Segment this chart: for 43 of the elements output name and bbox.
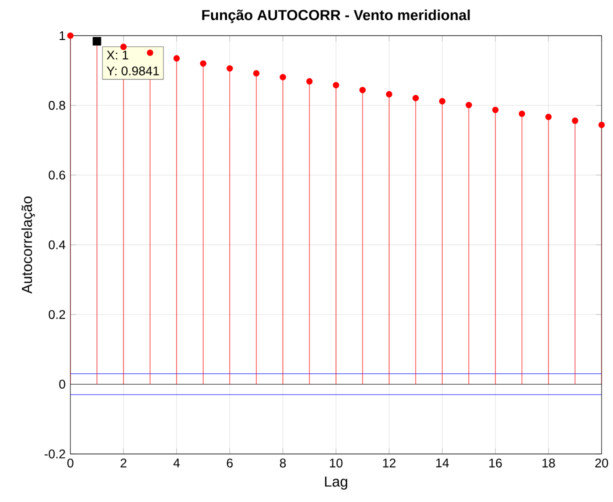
point	[598, 122, 605, 128]
x-tick-label: 8	[280, 458, 286, 468]
y-tick-label: 1	[60, 32, 66, 40]
y-tick-label: 0.8	[48, 101, 66, 110]
annotation: X: 1	[106, 50, 128, 60]
point	[306, 78, 313, 85]
y-tick-label: 0.4	[48, 240, 66, 250]
point	[492, 106, 499, 114]
y-tick-label: 0	[59, 380, 66, 389]
chart-title: Função AUTOCORR - Vento meridional	[202, 10, 470, 24]
x-tick-label: 2	[120, 458, 126, 468]
point	[359, 87, 366, 94]
x-tick-label: 10	[330, 458, 342, 468]
point	[200, 60, 206, 67]
point	[386, 91, 392, 98]
point	[572, 118, 578, 124]
point	[332, 82, 340, 89]
point	[545, 114, 552, 120]
point	[173, 55, 180, 62]
point	[466, 102, 472, 108]
point	[412, 95, 419, 102]
x-tick-label: 20	[595, 458, 608, 468]
x-tick-label: 16	[489, 458, 502, 468]
point	[439, 98, 446, 105]
point	[67, 32, 74, 40]
x-tick-label: 6	[226, 458, 233, 468]
y-tick-label: 0.6	[48, 170, 66, 180]
y-axis-title: Autocorrelação	[21, 196, 36, 294]
x-tick-label: 4	[173, 458, 180, 468]
point	[253, 70, 260, 77]
y-tick-label: 0.2	[48, 310, 66, 320]
point	[518, 110, 526, 118]
x-tick-label: 14	[436, 458, 449, 468]
point	[226, 66, 233, 72]
x-tick-label: 18	[542, 458, 555, 468]
annotation: Y: 0.9841	[106, 66, 159, 76]
y-tick-label: -0.2	[44, 450, 66, 459]
x-tick-label: 12	[383, 458, 396, 468]
point	[120, 44, 127, 50]
point	[280, 74, 286, 81]
x-axis-title: Lag	[325, 476, 348, 490]
x-tick-label: 0	[67, 458, 74, 468]
point	[146, 50, 154, 56]
